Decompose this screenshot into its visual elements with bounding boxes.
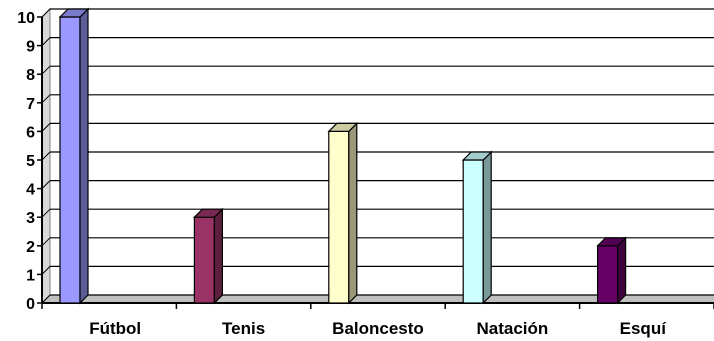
y-tick-label: 6 <box>26 124 35 141</box>
gridline-side <box>41 8 51 18</box>
gridline-side <box>41 180 51 189</box>
bar-front <box>462 159 484 304</box>
gridline-side <box>41 294 51 304</box>
x-tick-label: Baloncesto <box>332 319 424 338</box>
y-tick-label: 1 <box>26 267 35 284</box>
gridline-side <box>41 266 51 275</box>
bar-esquí <box>596 236 628 305</box>
x-tick-label: Tenis <box>222 319 265 338</box>
gridline-side <box>41 237 51 247</box>
bars <box>58 7 628 305</box>
y-tick-label: 5 <box>26 153 35 170</box>
y-tick-label: 9 <box>26 39 35 56</box>
bar-side <box>616 236 627 305</box>
bar-tenis <box>192 207 224 305</box>
gridline-side <box>41 37 51 46</box>
bar-side <box>348 121 358 305</box>
gridline-side <box>41 65 51 75</box>
y-tick-label: 8 <box>26 67 35 84</box>
bar-baloncesto <box>327 121 359 305</box>
x-tick-label: Natación <box>477 319 549 338</box>
gridline-side <box>41 208 51 218</box>
bar-natación <box>461 150 493 305</box>
y-tick-label: 3 <box>26 210 35 227</box>
bar-front <box>193 216 215 304</box>
y-tick-label: 4 <box>26 182 35 199</box>
bar-front <box>328 130 350 304</box>
gridline-side <box>41 94 51 104</box>
bar-side <box>482 150 492 305</box>
y-tick-label: 10 <box>17 10 35 27</box>
bar-top <box>596 237 628 247</box>
bar-side <box>79 7 89 305</box>
y-tick-label: 2 <box>26 239 35 256</box>
bar-top <box>327 122 359 132</box>
x-axis-ticks: Fútbol Tenis Baloncesto Natación Esquí <box>89 319 667 338</box>
y-tick-label: 7 <box>26 96 35 113</box>
bar-front <box>596 245 619 304</box>
x-tick-label: Esquí <box>620 319 668 338</box>
bar-top <box>461 151 493 161</box>
bar-front <box>59 16 81 304</box>
bar-fútbol <box>58 7 90 305</box>
y-axis-ticks: 0 1 2 3 4 5 6 7 8 9 10 <box>17 10 35 313</box>
gridline-side <box>41 151 51 161</box>
x-tick-label: Fútbol <box>89 319 141 338</box>
y-tick-label: 0 <box>26 296 35 313</box>
bar-side <box>213 207 223 305</box>
gridline-side <box>41 123 51 132</box>
bar-top <box>58 8 90 18</box>
bar-top <box>192 208 224 218</box>
